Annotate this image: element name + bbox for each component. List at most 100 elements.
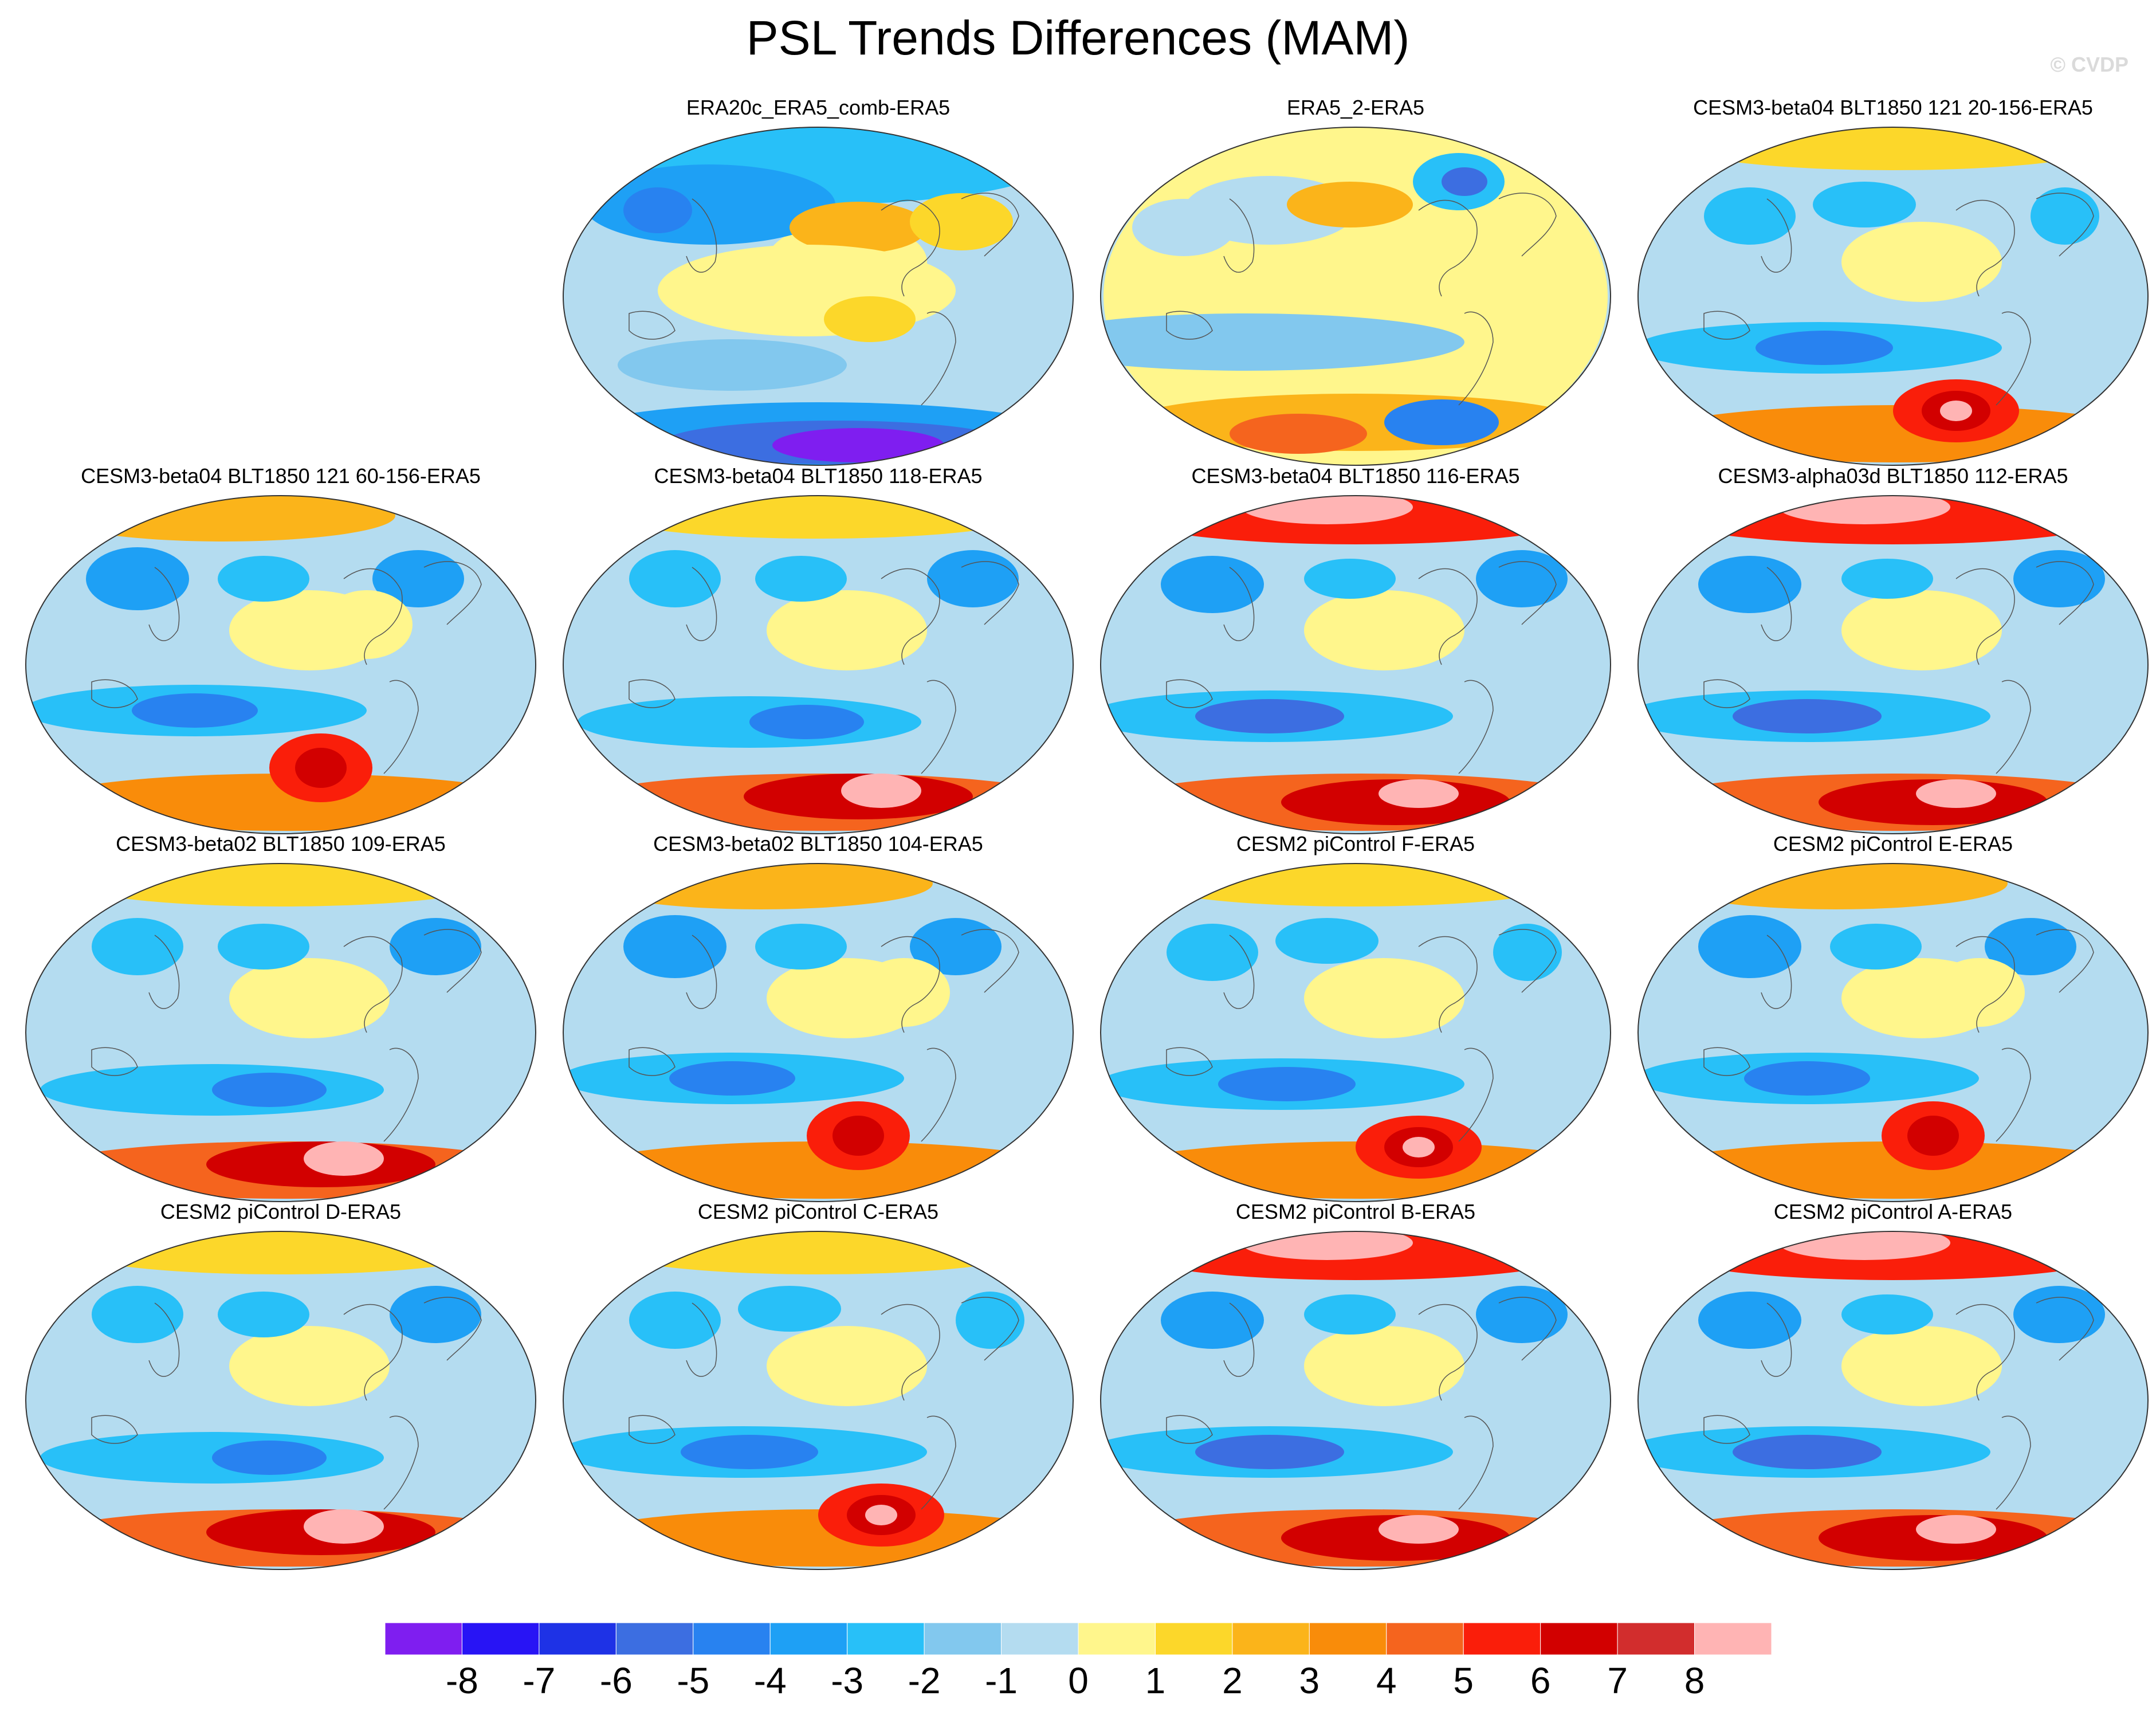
anomaly-region <box>824 296 916 342</box>
anomaly-region <box>1195 1435 1344 1469</box>
anomaly-region <box>218 924 309 970</box>
positive-anomaly-region <box>1304 1326 1464 1406</box>
colorbar-tick-label: 4 <box>1376 1660 1397 1701</box>
colorbar-tick-label: -1 <box>985 1660 1018 1701</box>
anomaly-region <box>218 1292 309 1337</box>
colorbar-tick-label: -7 <box>523 1660 556 1701</box>
coastline <box>1955 936 2015 1033</box>
coastline <box>881 199 940 297</box>
coastline <box>921 1047 956 1142</box>
anomaly-region <box>1476 1286 1568 1343</box>
coastline <box>1498 1297 1557 1361</box>
coastline <box>881 1304 940 1401</box>
coastline <box>148 567 180 641</box>
anomaly-region <box>1687 127 2099 170</box>
colorbar-tick-label: -2 <box>908 1660 941 1701</box>
colorbar-labels: -8 -7 -6 -5 -4 -3 -2 -1 0 1 2 3 4 5 6 7 8 <box>0 1659 2156 1705</box>
positive-anomaly-region <box>767 590 927 670</box>
coastline <box>921 680 956 774</box>
anomaly-region <box>910 918 1002 975</box>
coastline <box>1955 568 2015 665</box>
anomaly-region <box>1149 864 1562 906</box>
coastline <box>1996 1415 2031 1510</box>
anomaly-region <box>1304 559 1396 599</box>
anomaly-region <box>1275 918 1379 964</box>
coastline <box>1458 680 1494 774</box>
anomaly-region <box>1733 1435 1882 1469</box>
robinson-map <box>563 495 1074 834</box>
coastline <box>91 1415 138 1444</box>
coastline <box>1955 1304 2015 1401</box>
coastline <box>2036 929 2094 993</box>
anomaly-region <box>1379 779 1459 808</box>
panel-title: CESM3-beta02 BLT1850 109-ERA5 <box>116 832 446 856</box>
map-panel: CESM3-beta02 BLT1850 109-ERA5 <box>17 831 544 1209</box>
anomaly-region <box>1813 182 1916 227</box>
map-boundary <box>25 1231 536 1570</box>
coastline <box>383 1415 419 1510</box>
coastline <box>1458 311 1494 406</box>
anomaly-region <box>910 193 1013 250</box>
anomaly-region <box>1841 559 1933 599</box>
anomaly-region <box>623 187 692 233</box>
anomaly-region <box>669 1061 795 1096</box>
map-panel: CESM3-beta02 BLT1850 104-ERA5 <box>555 831 1082 1209</box>
anomaly-region <box>218 556 309 602</box>
coastline <box>2036 1297 2094 1361</box>
anomaly-region <box>1916 779 1996 808</box>
colorbar-swatch <box>1694 1623 1772 1655</box>
positive-anomaly-region <box>229 1326 390 1406</box>
map-panel: CESM2 piControl E-ERA5 <box>1629 831 2156 1209</box>
colorbar-swatch <box>615 1623 694 1655</box>
coastline <box>686 935 717 1009</box>
coastline <box>1761 1302 1792 1377</box>
positive-anomaly-region <box>1841 1326 2002 1406</box>
anomaly-region <box>2031 187 2099 245</box>
anomaly-region <box>1379 1515 1459 1544</box>
panel-title: ERA5_2-ERA5 <box>1286 96 1425 119</box>
anomaly-region <box>1704 187 1796 245</box>
colorbar-swatch <box>1386 1623 1464 1655</box>
map-boundary <box>25 863 536 1202</box>
robinson-map <box>1637 863 2149 1202</box>
coastline <box>383 1047 419 1142</box>
positive-anomaly-region <box>1304 590 1464 670</box>
panel-title: CESM2 piControl A-ERA5 <box>1773 1200 2013 1223</box>
anomaly-region <box>1907 1116 1959 1156</box>
coastline <box>686 198 717 273</box>
map-panel: CESM2 piControl A-ERA5 <box>1629 1199 2156 1577</box>
colorbar-swatch <box>769 1623 848 1655</box>
colorbar-swatch <box>1540 1623 1618 1655</box>
robinson-map <box>25 1231 536 1570</box>
panel-title: ERA20c_ERA5_comb-ERA5 <box>686 96 951 119</box>
map-boundary <box>25 495 536 834</box>
anomaly-region <box>1476 550 1568 607</box>
colorbar-tick-label: 2 <box>1222 1660 1243 1701</box>
anomaly-region <box>1830 924 1922 970</box>
coastline <box>1223 1302 1255 1377</box>
colorbar-tick-label: 8 <box>1684 1660 1705 1701</box>
robinson-map <box>563 863 1074 1202</box>
map-panel: CESM2 piControl B-ERA5 <box>1092 1199 1619 1577</box>
panel-title: CESM3-alpha03d BLT1850 112-ERA5 <box>1718 464 2068 488</box>
panel-title: CESM2 piControl D-ERA5 <box>160 1200 402 1223</box>
colorbar-swatch <box>1001 1623 1079 1655</box>
anomaly-region <box>865 1505 897 1525</box>
colorbar-swatch <box>847 1623 925 1655</box>
coastline <box>1166 1047 1213 1076</box>
map-boundary <box>563 495 1074 834</box>
panel-title: CESM2 piControl F-ERA5 <box>1236 832 1475 856</box>
anomaly-region <box>1841 1294 1933 1335</box>
coastline <box>961 561 1019 625</box>
map-boundary <box>563 127 1074 466</box>
colorbar-swatch <box>1078 1623 1156 1655</box>
figure-title: PSL Trends Differences (MAM) <box>746 11 1410 65</box>
anomaly-region <box>2013 1286 2105 1343</box>
anomaly-region <box>132 693 258 728</box>
coastline <box>1761 567 1792 641</box>
map-panel: CESM3-beta04 BLT1850 121 60-156-ERA5 <box>17 463 544 841</box>
anomaly-region <box>1230 414 1367 454</box>
panel-title: CESM2 piControl E-ERA5 <box>1773 832 2013 856</box>
map-boundary <box>563 1231 1074 1570</box>
map-boundary <box>563 863 1074 1202</box>
